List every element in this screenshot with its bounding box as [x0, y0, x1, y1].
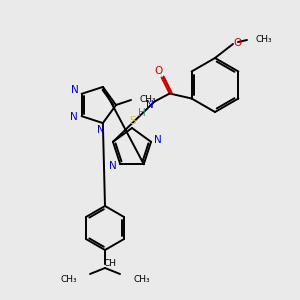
Text: N: N	[71, 85, 79, 95]
Text: CH₃: CH₃	[140, 95, 157, 104]
Text: N: N	[110, 161, 117, 171]
Text: O: O	[233, 38, 241, 48]
Text: CH₃: CH₃	[133, 275, 150, 284]
Text: N: N	[97, 125, 105, 135]
Text: N: N	[146, 100, 154, 110]
Text: N: N	[70, 112, 77, 122]
Text: CH₃: CH₃	[60, 275, 77, 284]
Text: CH: CH	[103, 260, 116, 268]
Text: N: N	[154, 135, 162, 145]
Text: H: H	[138, 109, 146, 118]
Text: O: O	[154, 65, 163, 76]
Text: CH₃: CH₃	[255, 35, 272, 44]
Text: S: S	[130, 116, 136, 126]
